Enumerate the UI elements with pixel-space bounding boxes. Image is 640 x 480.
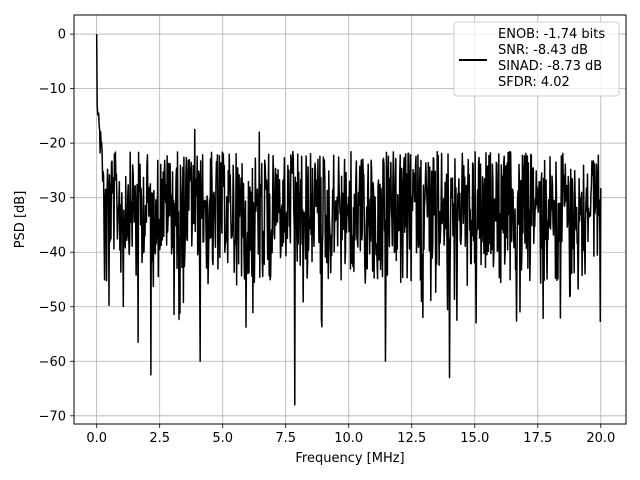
- ticks: 0.0 2.5 5.0 7.5 10.0 12.5 15.0 17.5 20.0 0 −10 −20 −…: [39, 28, 616, 446]
- x-tick-label: 5.0: [212, 431, 233, 446]
- legend-enob: ENOB: -1.74 bits: [498, 27, 605, 42]
- y-tick-label: 0: [58, 28, 66, 43]
- x-tick-label: 20.0: [586, 431, 615, 446]
- axes-frame: [73, 14, 627, 425]
- y-tick-label: −60: [39, 355, 66, 370]
- y-tick-label: −70: [39, 409, 66, 424]
- psd-line: [95, 34, 602, 406]
- y-tick-label: −40: [39, 246, 66, 261]
- legend-sfdr: SFDR: 4.02: [498, 75, 570, 90]
- x-tick-label: 12.5: [397, 431, 426, 446]
- y-tick-label: −50: [39, 300, 66, 315]
- x-tick-label: 0.0: [86, 431, 107, 446]
- psd-series: [95, 34, 602, 406]
- y-tick-label: −30: [39, 191, 66, 206]
- legend-box: [453, 21, 620, 97]
- legend-sinad: SINAD: -8.73 dB: [498, 59, 602, 74]
- y-tick-label: −10: [39, 82, 66, 97]
- x-tick-label: 7.5: [275, 431, 296, 446]
- x-tick-label: 10.0: [334, 431, 363, 446]
- legend: ENOB: -1.74 bits SNR: -8.43 dB SINAD: -8…: [453, 21, 620, 97]
- x-tick-label: 15.0: [460, 431, 489, 446]
- x-tick-label: 17.5: [523, 431, 552, 446]
- y-axis-label: PSD [dB]: [13, 191, 28, 249]
- x-tick-label: 2.5: [149, 431, 170, 446]
- y-tick-label: −20: [39, 137, 66, 152]
- legend-snr: SNR: -8.43 dB: [498, 43, 588, 58]
- x-axis-label: Frequency [MHz]: [295, 451, 404, 466]
